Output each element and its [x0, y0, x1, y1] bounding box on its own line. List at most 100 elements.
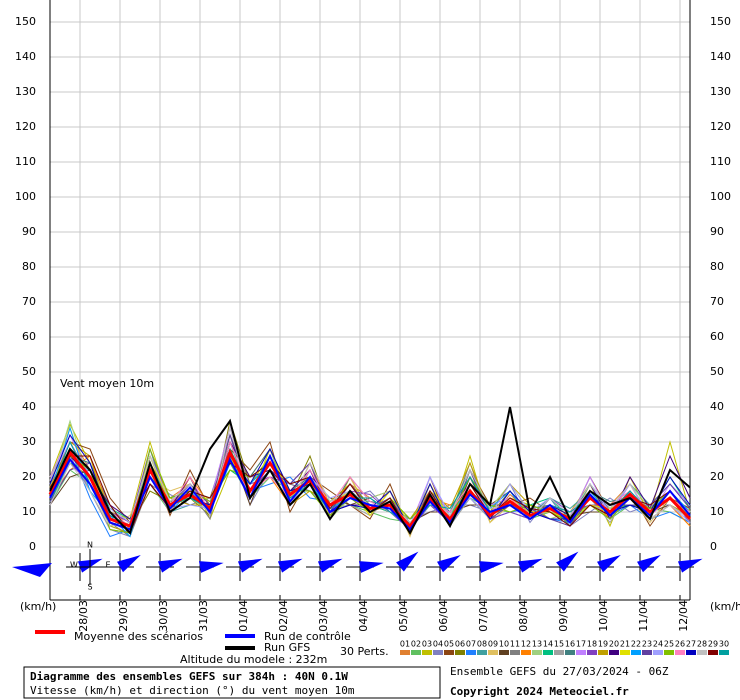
legend-swatch	[686, 650, 696, 655]
legend-label: Run GFS	[264, 641, 310, 654]
legend-swatch	[499, 650, 509, 655]
legend-swatch	[422, 650, 432, 655]
wind-arrow	[506, 553, 543, 581]
legend-swatch	[642, 650, 652, 655]
legend-label: 02	[411, 640, 421, 649]
x-tick-label: 07/04	[477, 600, 490, 632]
legend-label: Moyenne des scénarios	[74, 630, 203, 643]
legend-label: 10	[499, 640, 509, 649]
wind-arrow-shape	[517, 558, 543, 573]
x-tick-label: 30/03	[157, 600, 170, 632]
x-tick-label: 11/04	[637, 600, 650, 632]
legend-label: 20	[609, 640, 619, 649]
legend-swatch	[719, 650, 729, 655]
legend-swatch	[543, 650, 553, 655]
wind-arrow	[426, 553, 461, 581]
legend-label: 03	[422, 640, 432, 649]
legend-swatch	[521, 650, 531, 655]
run-info: Ensemble GEFS du 27/03/2024 - 06Z	[450, 665, 669, 678]
legend-swatch	[587, 650, 597, 655]
x-tick-label: 12/04	[677, 600, 690, 632]
y-tick-label: 120	[15, 120, 36, 133]
y-tick-label: 140	[710, 50, 731, 63]
y-tick-label: 90	[22, 225, 36, 238]
legend-swatch	[708, 650, 718, 655]
wind-arrow	[306, 553, 343, 581]
copyright: Copyright 2024 Meteociel.fr	[450, 685, 629, 698]
y-tick-label: 110	[15, 155, 36, 168]
y-tick-label: 70	[710, 295, 724, 308]
legend-label: 26	[675, 640, 685, 649]
y-tick-label: 80	[710, 260, 724, 273]
legend-label: 08	[477, 640, 487, 649]
compass-label: S	[87, 583, 92, 592]
compass-label: W	[70, 561, 78, 570]
y-tick-label: 20	[710, 470, 724, 483]
legend-swatch	[466, 650, 476, 655]
legend-swatch	[477, 650, 487, 655]
wind-arrow-shape	[277, 558, 303, 573]
x-tick-label: 02/04	[277, 600, 290, 632]
footer-title: Diagramme des ensembles GEFS sur 384h : …	[30, 670, 348, 683]
x-tick-label: 09/04	[557, 600, 570, 632]
legend-swatch	[488, 650, 498, 655]
legend-label: 14	[543, 640, 553, 649]
x-tick-label: 01/04	[237, 600, 250, 632]
legend-swatch	[576, 650, 586, 655]
wind-arrow-shape	[237, 558, 263, 573]
y-tick-label: 0	[710, 540, 717, 553]
legend-swatch	[400, 650, 410, 655]
legend-swatch	[631, 650, 641, 655]
y-tick-label: 30	[22, 435, 36, 448]
wind-arrow-shape	[677, 558, 703, 573]
wind-arrow	[626, 553, 661, 581]
wind-arrow-shape	[317, 558, 343, 573]
legend-swatch	[455, 650, 465, 655]
legend-label: 16	[565, 640, 575, 649]
wind-arrow	[466, 553, 504, 581]
legend-label: 13	[532, 640, 542, 649]
altitude: Altitude du modele : 232m	[180, 653, 327, 666]
wind-arrow-shape	[437, 555, 461, 573]
x-tick-label: 28/03	[77, 600, 90, 632]
legend-swatch	[510, 650, 520, 655]
wind-arrow	[666, 553, 703, 581]
x-tick-label: 08/04	[517, 600, 530, 632]
y-tick-label: 0	[29, 540, 36, 553]
x-tick-label: 05/04	[397, 600, 410, 632]
wind-arrow	[226, 553, 263, 581]
legend-label: 04	[433, 640, 443, 649]
y-tick-label: 100	[710, 190, 731, 203]
legend-label: 18	[587, 640, 597, 649]
y-tick-label: 10	[710, 505, 724, 518]
y-tick-label: 130	[15, 85, 36, 98]
y-tick-label: 120	[710, 120, 731, 133]
x-tick-label: 03/04	[317, 600, 330, 632]
compass-label: E	[105, 561, 110, 570]
y-tick-label: 60	[22, 330, 36, 343]
compass-label: N	[87, 541, 93, 550]
legend-label: Run de contrôle	[264, 630, 351, 643]
legend-swatch	[697, 650, 707, 655]
y-tick-label: 50	[710, 365, 724, 378]
legend-label: 25	[664, 640, 674, 649]
wind-arrow	[186, 553, 224, 581]
legend-label: 17	[576, 640, 586, 649]
y-tick-label: 150	[15, 15, 36, 28]
y-tick-label: 70	[22, 295, 36, 308]
wind-arrow	[346, 553, 384, 581]
x-tick-label: 04/04	[357, 600, 370, 632]
legend-label: 30	[719, 640, 729, 649]
x-tick-label: 06/04	[437, 600, 450, 632]
wind-arrow	[266, 553, 303, 581]
y-tick-label: 100	[15, 190, 36, 203]
legend-swatch	[433, 650, 443, 655]
wind-arrow	[546, 551, 579, 581]
main-line	[49, 406, 691, 536]
wind-arrow-shape	[597, 555, 621, 573]
y-tick-label: 140	[15, 50, 36, 63]
legend-label: 07	[466, 640, 476, 649]
wind-arrow-shape	[358, 561, 384, 573]
